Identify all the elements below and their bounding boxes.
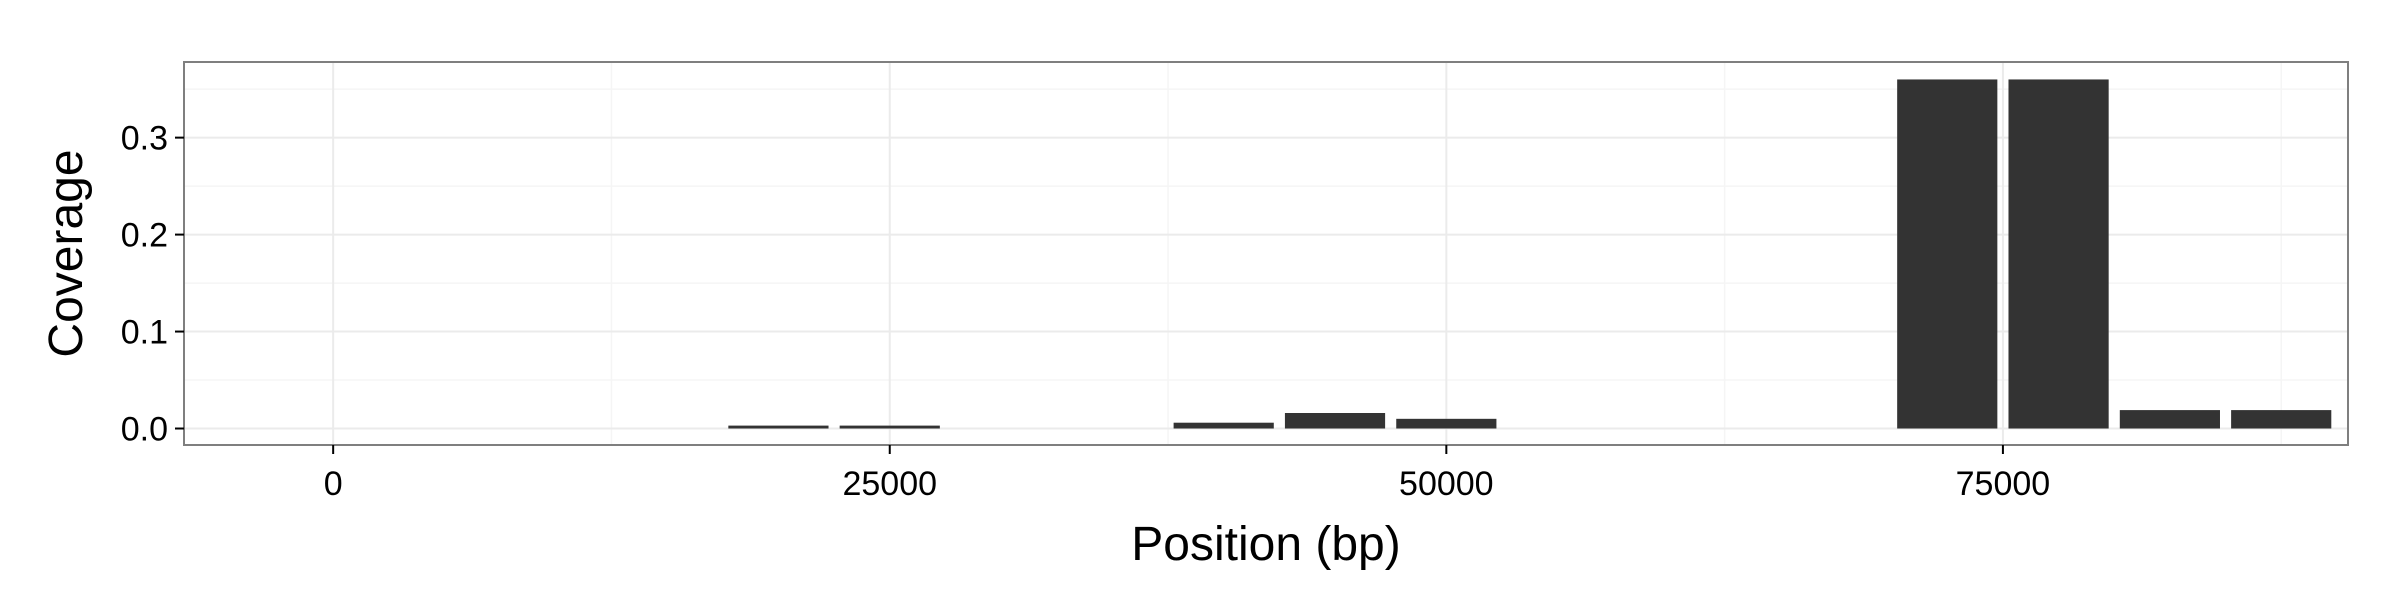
y-axis-title: Coverage [40,149,93,357]
y-tick-label: 0.0 [121,411,168,449]
panel-border [183,61,2349,446]
x-tick-label: 50000 [1399,465,1494,503]
bar [1173,422,1274,429]
bar [2231,410,2332,429]
y-tick-label: 0.2 [121,217,168,255]
bar [2119,410,2220,429]
x-axis-title: Position (bp) [1131,518,1400,571]
bars [728,79,2332,429]
y-tick-label: 0.3 [121,120,168,158]
axes: 0 25000 50000 75000 0.0 0.1 0.2 0.3 [121,120,2050,503]
bar [1284,413,1386,429]
x-tick-label: 25000 [842,465,937,503]
bar [2008,79,2109,429]
bar [839,425,940,429]
bar [1897,79,1998,429]
bar [728,425,829,429]
x-tick-label: 0 [324,465,343,503]
bar [1396,418,1497,429]
x-tick-label: 75000 [1956,465,2051,503]
y-tick-label: 0.1 [121,314,168,352]
